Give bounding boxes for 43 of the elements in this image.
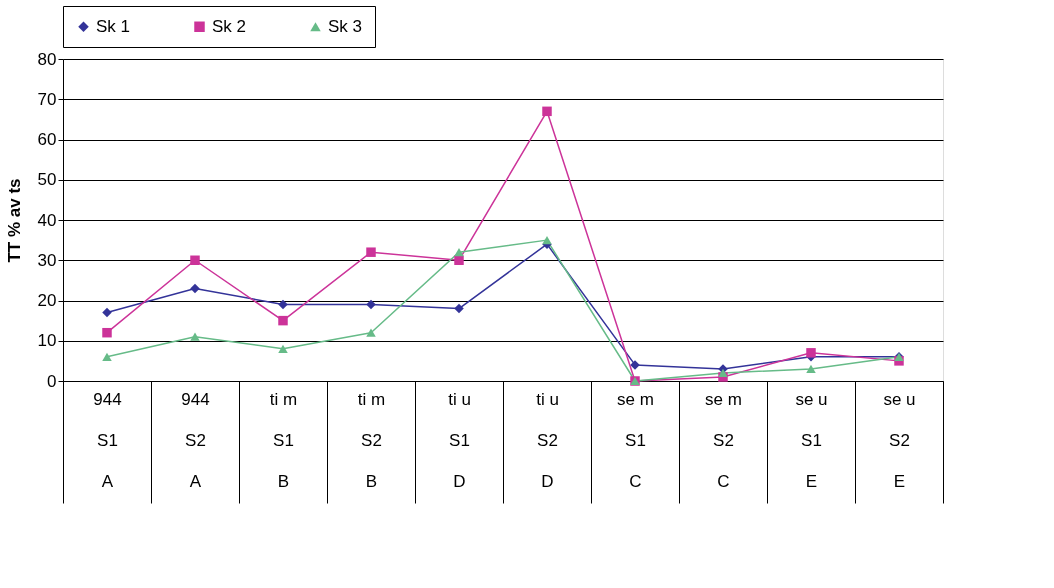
category-label: se u S1 E — [795, 389, 828, 491]
point — [454, 248, 464, 257]
category-label: se u S2 E — [883, 389, 916, 491]
category-label: se m S2 C — [705, 389, 742, 491]
point — [806, 348, 816, 358]
point — [542, 236, 552, 245]
point — [278, 344, 288, 353]
y-tick-label: 10 — [37, 331, 57, 351]
point — [190, 283, 200, 294]
point — [366, 328, 376, 337]
y-tick-label: 80 — [37, 49, 57, 69]
legend-label: Sk 3 — [328, 16, 363, 36]
legend-label: Sk 2 — [212, 16, 247, 36]
category-label: ti m S2 B — [357, 389, 386, 491]
y-axis-title: TT % av ts — [4, 178, 24, 263]
y-tick-label: 60 — [37, 130, 57, 149]
y-tick-label: 20 — [37, 291, 57, 310]
category-label: 944 S2 A — [181, 389, 210, 491]
point — [366, 299, 376, 310]
point — [454, 303, 464, 314]
y-tick-label: 70 — [37, 89, 57, 109]
point — [454, 255, 464, 265]
y-tick-label: 30 — [37, 250, 57, 270]
point — [366, 247, 376, 257]
y-tick-label: 50 — [37, 170, 57, 190]
point — [102, 352, 112, 361]
legend-label: Sk 1 — [96, 16, 131, 36]
point — [190, 332, 200, 341]
y-tick-label: 0 — [47, 371, 57, 391]
point — [806, 364, 816, 374]
point — [718, 368, 728, 378]
point — [278, 315, 288, 326]
point — [278, 299, 288, 310]
category-label: se m S1 C — [617, 389, 654, 491]
category-label: 944 S1 A — [93, 389, 122, 491]
y-tick-label: 40 — [37, 210, 57, 230]
point — [190, 255, 200, 265]
category-label: ti u S1 D — [448, 389, 471, 491]
point — [542, 106, 552, 117]
category-label: ti m S1 B — [269, 389, 298, 491]
point — [102, 307, 112, 318]
point — [102, 327, 112, 338]
category-label: ti u S2 D — [536, 389, 559, 491]
